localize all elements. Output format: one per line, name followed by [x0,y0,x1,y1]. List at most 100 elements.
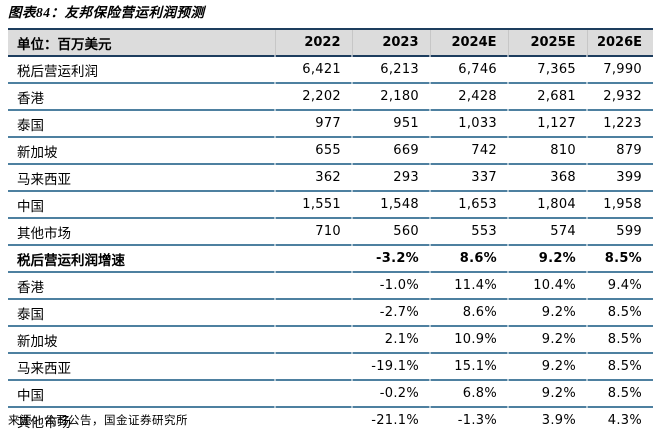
row-label: 香港 [8,272,275,300]
profit-forecast-table: 单位：百万美元 2022 2023 2024E 2025E 2026E 税后营运… [8,28,653,430]
cell-value: -19.1% [352,353,430,381]
cell-value: -0.2% [352,380,430,408]
cell-value: 710 [275,218,352,246]
cell-value: 1,127 [508,110,587,138]
forecast-table-container: 单位：百万美元 2022 2023 2024E 2025E 2026E 税后营运… [8,28,653,430]
table-row: 泰国 977 951 1,033 1,127 1,223 [8,110,653,138]
table-row: 中国 -0.2% 6.8% 9.2% 8.5% [8,380,653,408]
cell-value: 362 [275,164,352,192]
cell-value: 1,223 [587,110,653,138]
cell-value: 810 [508,137,587,165]
cell-value: -21.1% [352,407,430,430]
cell-value: 11.4% [430,272,508,300]
unit-label: 单位：百万美元 [8,29,275,57]
cell-value: 15.1% [430,353,508,381]
cell-value: 2,932 [587,83,653,111]
cell-value: 9.4% [587,272,653,300]
row-label: 泰国 [8,110,275,138]
cell-value: 9.2% [508,299,587,327]
cell-value: 1,958 [587,191,653,219]
cell-value [275,299,352,327]
cell-value: 8.6% [430,299,508,327]
cell-value: -1.3% [430,407,508,430]
cell-value: 8.6% [430,245,508,273]
cell-value: 7,365 [508,56,587,84]
cell-value: 10.4% [508,272,587,300]
cell-value: 669 [352,137,430,165]
cell-value: 599 [587,218,653,246]
cell-value: 8.5% [587,299,653,327]
table-row: 新加坡 2.1% 10.9% 9.2% 8.5% [8,326,653,354]
cell-value: 8.5% [587,353,653,381]
cell-value: 7,990 [587,56,653,84]
cell-value [275,245,352,273]
table-row: 其他市场 -21.1% -1.3% 3.9% 4.3% [8,407,653,430]
table-row: 香港 2,202 2,180 2,428 2,681 2,932 [8,83,653,111]
cell-value: 9.2% [508,326,587,354]
cell-value [275,380,352,408]
cell-value: 293 [352,164,430,192]
column-header-2024e: 2024E [429,29,508,57]
table-row: 税后营运利润 6,421 6,213 6,746 7,365 7,990 [8,56,653,84]
table-row: 香港 -1.0% 11.4% 10.4% 9.4% [8,272,653,300]
cell-value: 9.2% [508,380,587,408]
cell-value: 8.5% [587,245,653,273]
table-header: 单位：百万美元 2022 2023 2024E 2025E 2026E [8,29,653,57]
row-label: 其他市场 [8,407,275,430]
row-label: 马来西亚 [8,353,275,381]
cell-value: 560 [352,218,430,246]
cell-value: 977 [275,110,352,138]
cell-value: 368 [508,164,587,192]
cell-value: 9.2% [508,245,587,273]
cell-value: 574 [508,218,587,246]
cell-value: 10.9% [430,326,508,354]
header-row: 单位：百万美元 2022 2023 2024E 2025E 2026E [8,29,653,57]
cell-value: 879 [587,137,653,165]
table-row: 泰国 -2.7% 8.6% 9.2% 8.5% [8,299,653,327]
row-label: 新加坡 [8,326,275,354]
cell-value [275,326,352,354]
cell-value: 6,421 [275,56,352,84]
cell-value: 1,653 [430,191,508,219]
cell-value: 4.3% [587,407,653,430]
cell-value: 655 [275,137,352,165]
row-label: 税后营运利润增速 [8,245,275,273]
row-label: 新加坡 [8,137,275,165]
cell-value: -1.0% [352,272,430,300]
cell-value: 337 [430,164,508,192]
table-row: 税后营运利润增速 -3.2% 8.6% 9.2% 8.5% [8,245,653,273]
table-body: 税后营运利润 6,421 6,213 6,746 7,365 7,990 香港 2,202 2,… [8,56,653,430]
cell-value: -3.2% [352,245,430,273]
cell-value: 8.5% [587,380,653,408]
table-row: 马来西亚 -19.1% 15.1% 9.2% 8.5% [8,353,653,381]
table-row: 其他市场 710 560 553 574 599 [8,218,653,246]
figure-title: 图表84：友邦保险营运利润预测 [8,5,205,20]
row-label: 税后营运利润 [8,56,275,84]
cell-value [275,353,352,381]
cell-value: 6,746 [430,56,508,84]
cell-value: 1,551 [275,191,352,219]
cell-value: 8.5% [587,326,653,354]
table-row: 新加坡 655 669 742 810 879 [8,137,653,165]
cell-value: 1,548 [352,191,430,219]
cell-value: 6.8% [430,380,508,408]
row-label: 香港 [8,83,275,111]
cell-value [275,407,352,430]
cell-value: 2.1% [352,326,430,354]
cell-value: 3.9% [508,407,587,430]
table-row: 中国 1,551 1,548 1,653 1,804 1,958 [8,191,653,219]
cell-value: 399 [587,164,653,192]
table-row: 马来西亚 362 293 337 368 399 [8,164,653,192]
row-label: 中国 [8,191,275,219]
cell-value: 2,428 [430,83,508,111]
column-header-2023: 2023 [351,29,430,57]
column-header-2026e: 2026E [586,29,653,57]
row-label: 中国 [8,380,275,408]
row-label: 其他市场 [8,218,275,246]
cell-value: 2,202 [275,83,352,111]
column-header-2022: 2022 [274,29,352,57]
cell-value: 9.2% [508,353,587,381]
cell-value: 1,033 [430,110,508,138]
cell-value: -2.7% [352,299,430,327]
